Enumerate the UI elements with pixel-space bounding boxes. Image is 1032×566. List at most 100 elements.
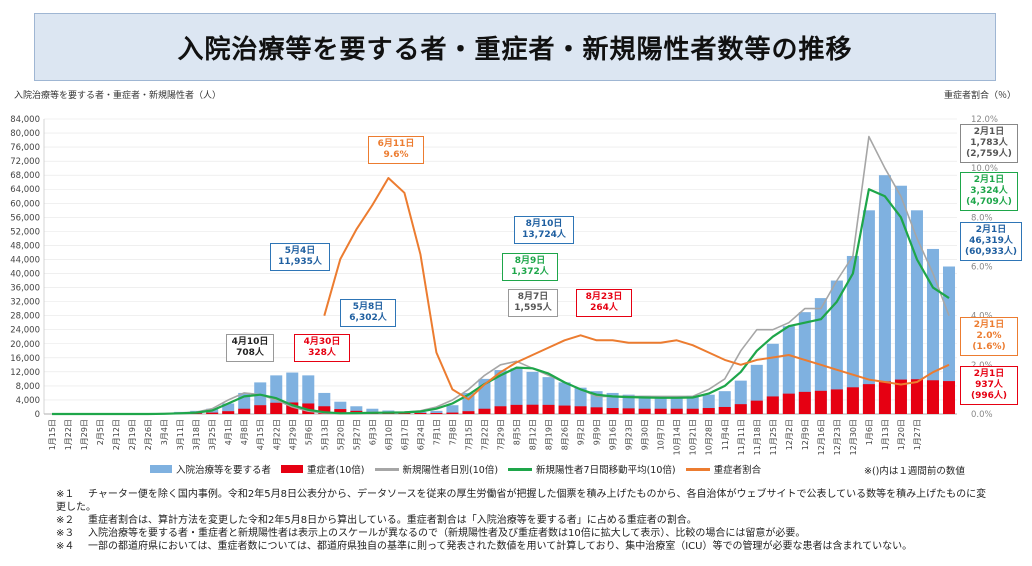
y-tick-label: 16,000 xyxy=(10,354,40,364)
callout-value: 1,372人 xyxy=(511,267,549,277)
callout-value: 11,935人 xyxy=(278,257,322,267)
x-tick-label: 12月9日 xyxy=(801,419,810,450)
x-tick-label: 4月29日 xyxy=(288,419,297,450)
y-tick-label: 64,000 xyxy=(10,185,40,195)
bar-hospitalized xyxy=(350,406,363,414)
footnote-text: 一部の都道府県においては、重症者数については、都道府県独自の基準に則って発表され… xyxy=(88,541,913,552)
callout-value: 1,595人 xyxy=(514,303,552,313)
x-tick-label: 5月27日 xyxy=(352,419,361,450)
legend-label: 重症者(10倍) xyxy=(307,465,365,476)
box-value: 46,319人 xyxy=(969,236,1013,246)
bar-hospitalized xyxy=(366,408,379,414)
y-tick-label: 8,000 xyxy=(16,382,40,392)
x-tick-label: 9月9日 xyxy=(593,419,602,445)
y-tick-label: 12,000 xyxy=(10,368,40,378)
x-tick-label: 9月30日 xyxy=(641,419,650,450)
footnote-3: ※３ 入院治療等を要する者・重症者と新規陽性者は表示上のスケールが異なるので（新規… xyxy=(56,527,991,540)
y-tick-label: 24,000 xyxy=(10,326,40,336)
x-tick-label: 8月19日 xyxy=(545,419,554,450)
bar-severe xyxy=(526,404,539,414)
x-tick-label: 12月2日 xyxy=(785,419,794,450)
left-axis-label: 入院治療等を要する者・重症者・新規陽性者（人） xyxy=(14,91,222,101)
legend-item-daily: 新規陽性者日別(10倍) xyxy=(374,462,498,476)
y-tick-label: 84,000 xyxy=(10,115,40,125)
x-tick-label: 4月15日 xyxy=(256,419,265,450)
bar-severe xyxy=(542,404,555,414)
box-date: 2月1日 xyxy=(973,320,1005,330)
callout-date: 5月4日 xyxy=(284,246,316,256)
bar-hospitalized xyxy=(830,280,843,414)
bar-hospitalized xyxy=(414,411,427,414)
callout-date: 6月11日 xyxy=(377,139,415,149)
bar-severe xyxy=(670,408,683,414)
legend-swatch xyxy=(150,465,172,473)
x-tick-label: 6月10日 xyxy=(384,419,393,450)
callout-date: 8月10日 xyxy=(525,219,563,229)
x-tick-label: 10月28日 xyxy=(705,419,714,455)
callout-value: 9.6% xyxy=(383,150,409,160)
x-tick-label: 9月23日 xyxy=(625,419,634,450)
y2-tick-label: 0.0% xyxy=(971,410,993,420)
y-tick-label: 52,000 xyxy=(10,227,40,237)
legend-label: 重症者割合 xyxy=(713,465,762,476)
footnote-1: ※１ チャーター便を除く国内事例。令和2年5月8日公表分から、データソースを従来の… xyxy=(56,488,991,514)
x-tick-label: 3月4日 xyxy=(160,419,169,445)
bar-severe xyxy=(206,412,219,414)
x-tick-label: 1月20日 xyxy=(897,419,906,450)
bar-severe xyxy=(590,407,603,414)
x-tick-label: 7月8日 xyxy=(448,419,457,445)
bar-hospitalized xyxy=(798,312,811,414)
bar-severe xyxy=(638,408,651,414)
y-tick-label: 40,000 xyxy=(10,270,40,280)
legend-note: ※()内は１週間前の数値 xyxy=(864,466,965,477)
x-tick-label: 8月5日 xyxy=(513,419,522,445)
x-tick-label: 4月1日 xyxy=(224,419,233,445)
bar-severe xyxy=(446,412,459,414)
x-tick-label: 3月18日 xyxy=(192,419,201,450)
bar-hospitalized xyxy=(526,371,539,414)
box-date: 2月1日 xyxy=(973,175,1005,185)
box-date: 2月1日 xyxy=(975,225,1007,235)
box-value: 3,324人 xyxy=(970,186,1008,196)
bar-severe xyxy=(462,411,475,414)
bar-hospitalized xyxy=(222,403,235,414)
callout-value: 328人 xyxy=(308,348,336,358)
legend-swatch xyxy=(508,467,533,471)
bar-severe xyxy=(654,408,667,414)
chart-legend: 入院治療等を要する者 重症者(10倍) 新規陽性者日別(10倍) 新規陽性者7日… xyxy=(150,462,761,476)
footnote-mark: ※２ xyxy=(56,515,75,526)
bar-severe xyxy=(606,408,619,414)
x-tick-label: 1月27日 xyxy=(913,419,922,450)
callout-date: 4月30日 xyxy=(303,337,341,347)
callout-date: 8月23日 xyxy=(585,292,623,302)
legend-label: 新規陽性者7日間移動平均(10倍) xyxy=(536,465,676,476)
x-tick-label: 4月22日 xyxy=(272,419,281,450)
x-tick-label: 7月29日 xyxy=(497,419,506,450)
bar-severe xyxy=(942,381,956,414)
x-tick-label: 7月15日 xyxy=(465,419,474,450)
footnote-text: 重症者割合は、算計方法を変更した令和2年5月8日から算出している。重症者割合は「… xyxy=(88,515,697,526)
footnote-mark: ※３ xyxy=(56,528,75,539)
x-tick-label: 11月25日 xyxy=(769,419,778,455)
x-tick-label: 5月20日 xyxy=(336,419,345,450)
bar-severe xyxy=(846,387,859,414)
footnote-text: チャーター便を除く国内事例。令和2年5月8日公表分から、データソースを従来の厚生… xyxy=(56,489,987,513)
callout-aug7: 8月7日 1,595人 xyxy=(508,289,558,317)
box-prev: (4,709人) xyxy=(966,197,1012,207)
legend-swatch xyxy=(685,467,710,471)
y-tick-label: 32,000 xyxy=(10,298,40,308)
y-tick-label: 44,000 xyxy=(10,255,40,265)
callout-date: 4月10日 xyxy=(231,337,269,347)
x-tick-label: 2月5日 xyxy=(96,419,105,445)
right-box-severe: 2月1日 937人 (996人) xyxy=(960,366,1018,405)
bar-severe xyxy=(910,379,923,414)
y-tick-label: 76,000 xyxy=(10,143,40,153)
y2-tick-label: 10.0% xyxy=(971,164,998,174)
x-tick-label: 8月12日 xyxy=(529,419,538,450)
x-tick-label: 1月6日 xyxy=(865,419,874,445)
bar-hospitalized xyxy=(894,185,907,414)
callout-value: 13,724人 xyxy=(522,230,566,240)
footnote-mark: ※４ xyxy=(56,541,75,552)
y-tick-label: 60,000 xyxy=(10,199,40,209)
x-tick-label: 6月17日 xyxy=(400,419,409,450)
